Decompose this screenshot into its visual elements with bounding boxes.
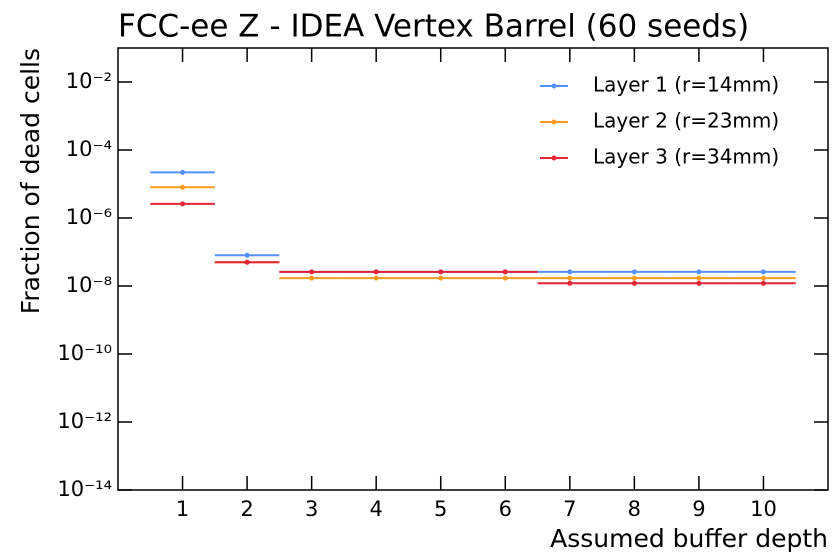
legend-label: Layer 1 (r=14mm)	[593, 73, 779, 97]
marker	[244, 252, 250, 258]
marker	[438, 275, 444, 281]
marker	[373, 269, 379, 275]
marker	[309, 275, 315, 281]
marker	[567, 275, 573, 281]
legend-marker	[551, 119, 557, 125]
x-tick-label: 6	[499, 497, 512, 521]
marker	[760, 269, 766, 275]
marker	[631, 269, 637, 275]
y-tick-label: 10⁻¹⁴	[57, 477, 112, 501]
marker	[760, 275, 766, 281]
marker	[567, 280, 573, 286]
y-axis-label: Fraction of dead cells	[16, 48, 45, 314]
marker	[696, 269, 702, 275]
x-tick-label: 8	[628, 497, 641, 521]
marker	[567, 269, 573, 275]
legend-label: Layer 3 (r=34mm)	[593, 145, 779, 169]
marker	[180, 184, 186, 190]
x-tick-label: 1	[176, 497, 189, 521]
marker	[309, 269, 315, 275]
x-tick-label: 3	[305, 497, 318, 521]
y-tick-label: 10⁻⁴	[66, 137, 112, 161]
x-tick-label: 7	[563, 497, 576, 521]
marker	[180, 169, 186, 175]
x-tick-label: 5	[434, 497, 447, 521]
marker	[502, 269, 508, 275]
marker	[696, 280, 702, 286]
plot-frame	[117, 47, 829, 491]
x-tick-label: 2	[240, 497, 253, 521]
marker	[631, 280, 637, 286]
marker	[180, 201, 186, 207]
marker	[373, 275, 379, 281]
y-tick-label: 10⁻⁶	[66, 205, 112, 229]
x-axis-label: Assumed buffer depth	[550, 524, 828, 553]
marker	[760, 280, 766, 286]
marker	[631, 275, 637, 281]
y-tick-label: 10⁻¹²	[57, 409, 112, 433]
x-tick-label: 9	[692, 497, 705, 521]
marker	[438, 269, 444, 275]
y-tick-label: 10⁻¹⁰	[57, 341, 112, 365]
chart-title: FCC-ee Z - IDEA Vertex Barrel (60 seeds)	[118, 9, 749, 45]
y-tick-label: 10⁻⁸	[66, 273, 112, 297]
marker	[502, 275, 508, 281]
legend-label: Layer 2 (r=23mm)	[593, 109, 779, 133]
legend-marker	[551, 155, 557, 161]
y-tick-label: 10⁻²	[66, 69, 112, 93]
x-tick-label: 10	[750, 497, 777, 521]
legend-marker	[551, 83, 557, 89]
x-tick-label: 4	[369, 497, 382, 521]
marker	[696, 275, 702, 281]
marker	[244, 259, 250, 265]
